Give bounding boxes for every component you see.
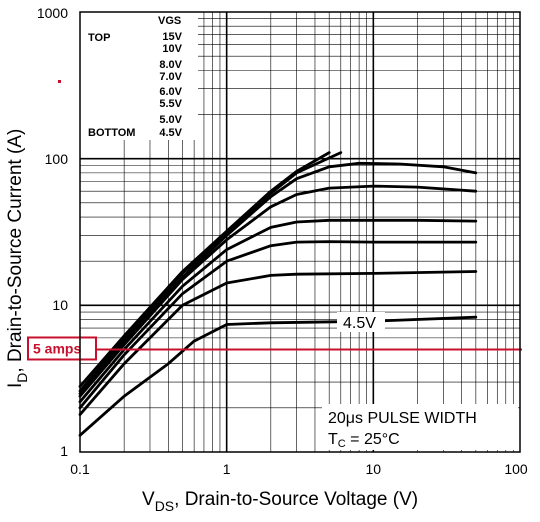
y-tick-label: 1 xyxy=(60,443,68,459)
curve-5-0v xyxy=(78,270,478,417)
x-axis-title: VDS, Drain-to-Source Voltage (V) xyxy=(142,489,418,514)
curve-label-box xyxy=(337,312,385,332)
plot-border xyxy=(79,11,521,453)
x-tick-label: 0.1 xyxy=(70,461,90,477)
legend-entry: 4.5V xyxy=(159,127,182,139)
pulse-box xyxy=(322,404,518,450)
reference-line-group: 5 amps xyxy=(27,336,522,361)
x-tick-label: 10 xyxy=(366,461,382,477)
legend-bottom-label: BOTTOM xyxy=(88,127,135,139)
legend-entry: 6.0V xyxy=(159,86,182,98)
legend-box xyxy=(80,12,198,140)
legend-entry: 15V xyxy=(162,31,182,43)
legend-header: VGS xyxy=(158,15,181,27)
major-grid xyxy=(80,12,520,452)
curve-6-0v xyxy=(78,218,478,404)
legend-entry: 5.5V xyxy=(159,98,182,110)
x-tick-label: 1 xyxy=(223,461,231,477)
curve-label-4-5v: 4.5V xyxy=(343,315,376,332)
curve-5-5v xyxy=(78,240,478,410)
curve-10v xyxy=(78,151,343,393)
x-tick-label: 100 xyxy=(504,461,528,477)
legend-entry: 10V xyxy=(162,43,182,55)
temperature-note: TC = 25°C xyxy=(328,431,400,450)
reference-label-box xyxy=(27,336,97,361)
legend-top-label: TOP xyxy=(88,32,110,44)
y-tick-label: 100 xyxy=(45,151,69,167)
y-axis-title: ID, Drain-to-Source Current (A) xyxy=(5,129,30,388)
legend-entry: 7.0V xyxy=(159,71,182,83)
red-dot-mark xyxy=(58,80,61,83)
legend-entry: 5.0V xyxy=(159,114,182,126)
curve-7-0v xyxy=(78,184,478,398)
curve-15v xyxy=(78,151,331,388)
reference-label: 5 amps xyxy=(33,340,81,356)
legend-entry: 8.0V xyxy=(159,59,182,71)
curve-8-0v xyxy=(78,161,478,396)
y-tick-label: 10 xyxy=(52,297,68,313)
curves xyxy=(78,151,478,437)
y-tick-label: 1000 xyxy=(37,5,68,21)
pulse-width-note: 20μs PULSE WIDTH xyxy=(328,410,477,427)
